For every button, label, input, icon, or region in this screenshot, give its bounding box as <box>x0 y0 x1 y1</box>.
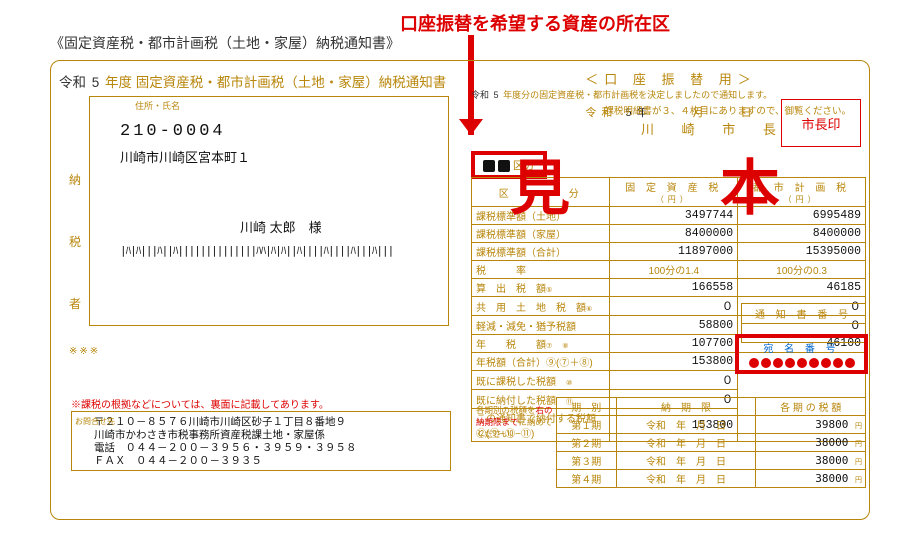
postal-code: 210-0004 <box>120 122 226 141</box>
transfer-title: ＜口 座 振 替 用＞ <box>471 69 871 88</box>
r2l: 課税標準額（合計） <box>472 243 610 261</box>
total-l: 年税額（合計）⑨(⑦＋⑧) <box>472 353 610 371</box>
sub-text: 年度分の固定資産税・都市計画税を決定しましたので通知します。 <box>503 90 772 100</box>
d0: 令和 年 月 日 <box>616 416 756 434</box>
already-l: 既に課税した税額 ⑩ <box>472 371 610 390</box>
already-v: ０ <box>610 371 738 390</box>
total-v: 153800 <box>610 353 738 371</box>
v1: 税 <box>69 233 81 250</box>
callout-text: 口座振替を希望する資産の所在区 <box>400 10 670 36</box>
left-panel: 令和 5 年度 固定資産税・都市計画税（土地・家屋）納税通知書 納 税 者 住所… <box>59 71 459 326</box>
era: 令和 <box>59 75 86 90</box>
mayor-label: 川 崎 市 長 <box>641 119 788 138</box>
stars: ※※※ <box>69 346 100 357</box>
payment-period-table: 期 別納 期 限各 期 の 税 額 第１期令和 年 月 日39800 円 第２期… <box>556 397 866 488</box>
document-title: 《固定資産税・都市計画税（土地・家屋）納税通知書》 <box>50 33 400 53</box>
r4b: 46185 <box>738 279 866 297</box>
ph3: 各 期 の 税 額 <box>756 398 866 416</box>
r1l: 課税標準額（家屋） <box>472 225 610 243</box>
watermark-1: 見 <box>510 140 570 227</box>
contact-l4: ＦＡＸ ０４４－２００－３９３５ <box>94 455 446 468</box>
right-panel: ＜口 座 振 替 用＞ 令和 5 年度分の固定資産税・都市計画税を決定しましたの… <box>471 69 871 120</box>
r7l: 年 税 額⑦ ⑧ <box>472 335 610 353</box>
ward-bullet-icon <box>483 160 510 172</box>
r4a: 166558 <box>610 279 738 297</box>
p2: 第３期 <box>557 452 617 470</box>
p3: 第４期 <box>557 470 617 488</box>
r1b: 8400000 <box>738 225 866 243</box>
r4l: 算 出 税 額⑤ <box>472 279 610 297</box>
ph1: 期 別 <box>557 398 617 416</box>
tax-notice-form: 令和 5 年度 固定資産税・都市計画税（土地・家屋）納税通知書 納 税 者 住所… <box>50 60 870 520</box>
r5l: 共 用 土 地 税 額⑥ <box>472 297 610 316</box>
contact-l3: 電話 ０４４－２００－３９５６・３９５９・３９５８ <box>94 442 446 455</box>
r3a: 100分の1.4 <box>610 261 738 279</box>
notice-heading: 令和 5 年度 固定資産税・都市計画税（土地・家屋）納税通知書 <box>59 71 459 91</box>
r6l: 軽減・減免・猶予税額 <box>472 316 610 335</box>
name-no-h: 宛 名 番 号 <box>739 338 864 357</box>
r2a: 11897000 <box>610 243 738 261</box>
title-text: 年度 固定資産税・都市計画税（土地・家屋）納税通知書 <box>105 75 446 90</box>
period-side-note: 各期別の税額を右の納期限までに納めてください。 <box>476 404 554 440</box>
address-line: 川崎市川崎区宮本町１ <box>120 147 250 166</box>
contact-vlabel: お問合せ先 <box>75 416 115 427</box>
a2: 38000 円 <box>756 452 866 470</box>
a3: 38000 円 <box>756 470 866 488</box>
r1a: 8400000 <box>610 225 738 243</box>
year2: 5 <box>494 90 499 100</box>
d1: 令和 年 月 日 <box>616 434 756 452</box>
r3l: 税 率 <box>472 261 610 279</box>
a1: 38000 円 <box>756 434 866 452</box>
era2: 令和 <box>471 90 489 100</box>
col-fix: 固 定 資 産 税 （円） <box>610 178 738 207</box>
red-note: ※課税の根拠などについては、裏面に記載してあります。 <box>71 396 329 411</box>
addr-label: 住所・氏名 <box>135 99 180 112</box>
taxpayer-vertical-label: 納 税 者 <box>69 171 81 357</box>
r0a: 3497744 <box>610 207 738 225</box>
r3b: 100分の0.3 <box>738 261 866 279</box>
a0: 39800 円 <box>756 416 866 434</box>
footer-note: 課税明細書が３、４枚目にありますので、御覧ください。 <box>604 103 851 117</box>
year: 5 <box>92 75 100 90</box>
r6a: 58800 <box>610 316 738 335</box>
p0: 第１期 <box>557 416 617 434</box>
masked-number-dots <box>739 357 864 372</box>
v0: 納 <box>69 171 81 188</box>
p1: 第２期 <box>557 434 617 452</box>
r5a: ０ <box>610 297 738 316</box>
d2: 令和 年 月 日 <box>616 452 756 470</box>
v2: 者 <box>69 295 81 312</box>
d3: 令和 年 月 日 <box>616 470 756 488</box>
recipient-name: 川崎 太郎 様 <box>240 217 322 236</box>
r7a: 107700 <box>610 335 738 353</box>
recipient-number-box: 宛 名 番 号 <box>735 334 868 374</box>
contact-l2: 川崎市かわさき市税事務所資産税課土地・家屋係 <box>94 429 446 442</box>
postal-barcode: |ﾊ|ﾊ|||ﾊ||ﾊ||||||||||||||ﾊﾊ|ﾊ|ﾊ||ﾊ||||ﾊ|… <box>120 242 393 258</box>
r2b: 15395000 <box>738 243 866 261</box>
contact-l1: 〒２１０－８５７６川崎市川崎区砂子１丁目８番地９ <box>94 416 446 429</box>
watermark-2: 本 <box>720 140 780 227</box>
address-box: 住所・氏名 210-0004 川崎市川崎区宮本町１ 川崎 太郎 様 |ﾊ|ﾊ||… <box>89 96 449 326</box>
ph2: 納 期 限 <box>616 398 756 416</box>
contact-box: お問合せ先 〒２１０－８５７６川崎市川崎区砂子１丁目８番地９ 川崎市かわさき市税… <box>71 411 451 471</box>
notice-no-h: 通 知 書 番 号 <box>742 304 865 324</box>
